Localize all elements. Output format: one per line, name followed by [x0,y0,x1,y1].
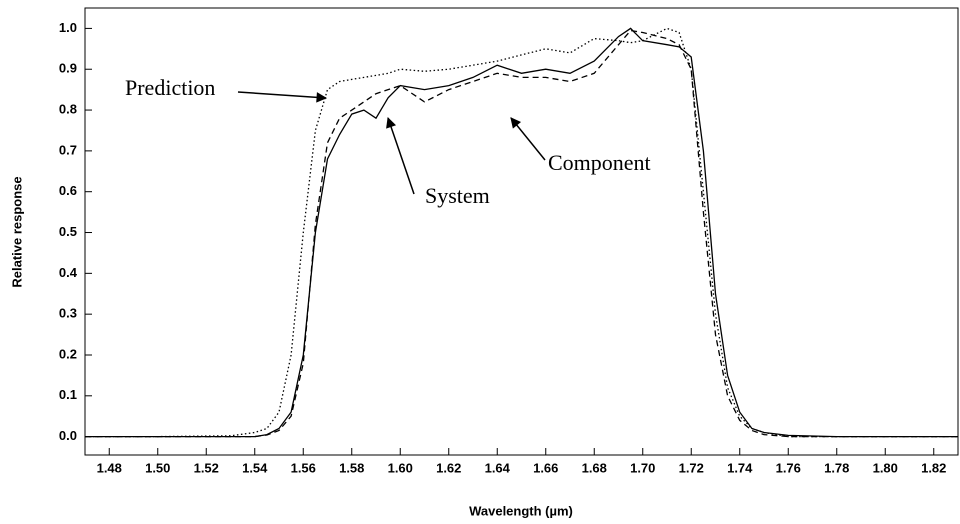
x-tick-label: 1.62 [436,460,461,475]
y-tick-label: 0.0 [59,428,77,443]
x-tick-label: 1.68 [582,460,607,475]
x-tick-label: 1.66 [533,460,558,475]
y-tick-label: 0.1 [59,387,77,402]
y-tick-label: 0.9 [59,61,77,76]
x-tick-label: 1.82 [921,460,946,475]
x-tick-label: 1.56 [291,460,316,475]
y-tick-label: 1.0 [59,20,77,35]
series-line [85,27,958,438]
x-axis-label: Wavelength (µm) [469,503,573,518]
series-line [85,29,958,438]
y-tick-label: 0.6 [59,183,77,198]
annotation: System [425,183,490,208]
y-tick-label: 0.8 [59,101,77,116]
x-tick-label: 1.76 [776,460,801,475]
plot-frame [84,7,959,456]
x-tick-label: 1.70 [630,460,655,475]
x-tick-label: 1.50 [145,460,170,475]
annotation-arrow [386,117,415,195]
y-axis-label: Relative response [9,176,24,287]
y-tick-label: 0.5 [59,224,77,239]
x-tick-label: 1.60 [388,460,413,475]
annotation: Prediction [125,75,215,100]
y-tick-label: 0.2 [59,346,77,361]
x-tick-label: 1.80 [873,460,898,475]
annotation: Component [548,150,651,175]
y-tick-label: 0.7 [59,142,77,157]
series-line [85,27,958,438]
y-tick-label: 0.4 [59,265,78,280]
x-tick-label: 1.58 [339,460,364,475]
x-tick-label: 1.78 [824,460,849,475]
annotation-arrow [237,91,328,103]
annotation-arrow [510,117,546,161]
x-tick-label: 1.52 [194,460,219,475]
x-tick-label: 1.74 [727,460,753,475]
x-tick-label: 1.48 [97,460,122,475]
x-tick-label: 1.64 [485,460,511,475]
x-tick-label: 1.54 [242,460,268,475]
x-tick-label: 1.72 [679,460,704,475]
y-tick-label: 0.3 [59,306,77,321]
